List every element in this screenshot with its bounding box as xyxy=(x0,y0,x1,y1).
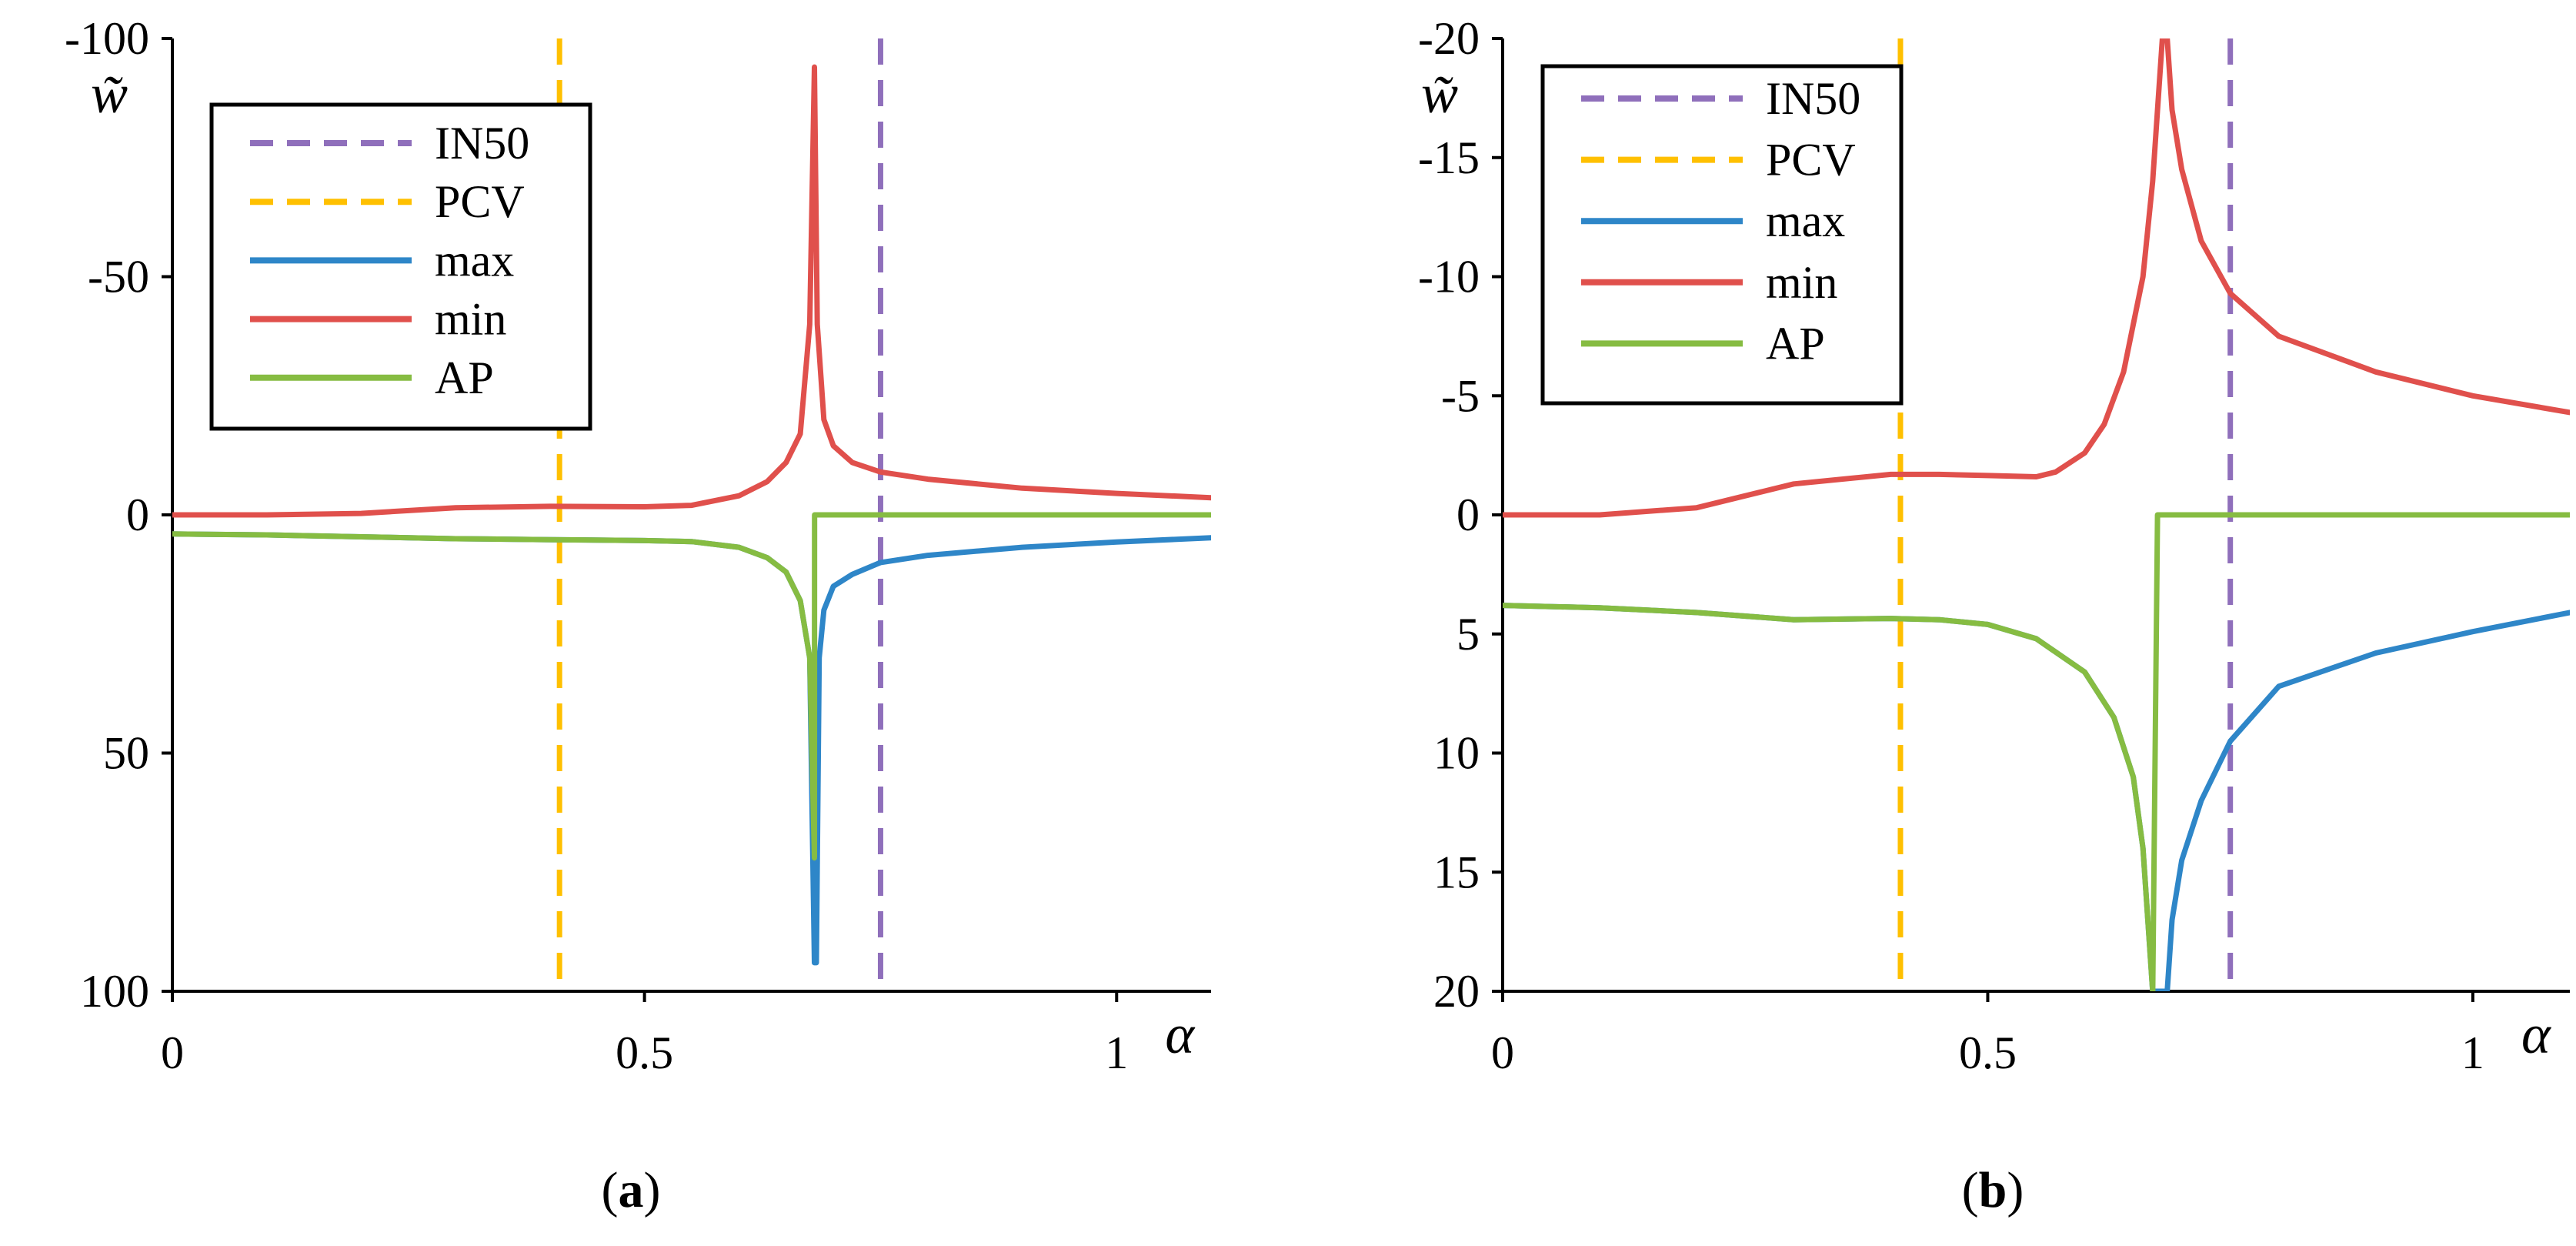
y-tick-label: -100 xyxy=(65,13,149,64)
legend-label-ap: AP xyxy=(1766,318,1825,369)
panel-a-label: (a) xyxy=(602,1162,661,1218)
legend-label-min: min xyxy=(1766,257,1837,308)
y-tick-label: 15 xyxy=(1433,847,1480,897)
legend-box xyxy=(1540,64,1904,406)
y-tick-label: 50 xyxy=(103,728,149,779)
y-tick-label: -20 xyxy=(1418,13,1480,64)
y-tick-label: 5 xyxy=(1457,609,1480,660)
legend-label-max: max xyxy=(435,235,514,286)
x-tick-label: 0.5 xyxy=(616,1027,673,1078)
legend-label-pcv: PCV xyxy=(435,176,525,227)
legend-label-max: max xyxy=(1766,195,1845,246)
y-tick-label: 0 xyxy=(126,489,149,540)
y-axis-label: w̃ xyxy=(91,63,128,125)
y-tick-label: 20 xyxy=(1433,966,1480,1017)
x-axis-label: α xyxy=(1165,1004,1195,1065)
x-tick-label: 0.5 xyxy=(1959,1027,2017,1078)
y-tick-label: -15 xyxy=(1418,132,1480,183)
x-tick-label: 1 xyxy=(2461,1027,2484,1078)
legend-label-ap: AP xyxy=(435,352,494,403)
x-tick-label: 0 xyxy=(161,1027,184,1078)
legend: IN50 PCV max min AP xyxy=(1540,64,1904,406)
series-line-max xyxy=(1503,603,2570,991)
y-tick-label: -50 xyxy=(88,252,149,302)
legend-label-in50: IN50 xyxy=(435,118,529,169)
y-axis-label: w̃ xyxy=(1421,63,1458,125)
y-tick-label: 0 xyxy=(1457,489,1480,540)
legend: IN50 PCV max min AP xyxy=(209,102,592,431)
x-tick-label: 1 xyxy=(1105,1027,1128,1078)
series-line-max xyxy=(172,531,1211,966)
y-tick-label: 100 xyxy=(80,966,149,1017)
series-line-ap xyxy=(1503,512,2570,991)
x-axis-label: α xyxy=(2521,1004,2551,1065)
panel-b-label: (b) xyxy=(1962,1162,2024,1218)
x-tick-label: 0 xyxy=(1491,1027,1514,1078)
series-line-min xyxy=(1503,38,2570,518)
y-tick-label: 10 xyxy=(1433,728,1480,779)
y-tick-label: -10 xyxy=(1418,252,1480,302)
series-line-min xyxy=(172,64,1211,518)
legend-label-min: min xyxy=(435,294,506,345)
series-line-ap xyxy=(172,512,1211,861)
legend-label-pcv: PCV xyxy=(1766,135,1856,185)
legend-label-in50: IN50 xyxy=(1766,73,1860,124)
y-tick-label: -5 xyxy=(1441,370,1480,421)
